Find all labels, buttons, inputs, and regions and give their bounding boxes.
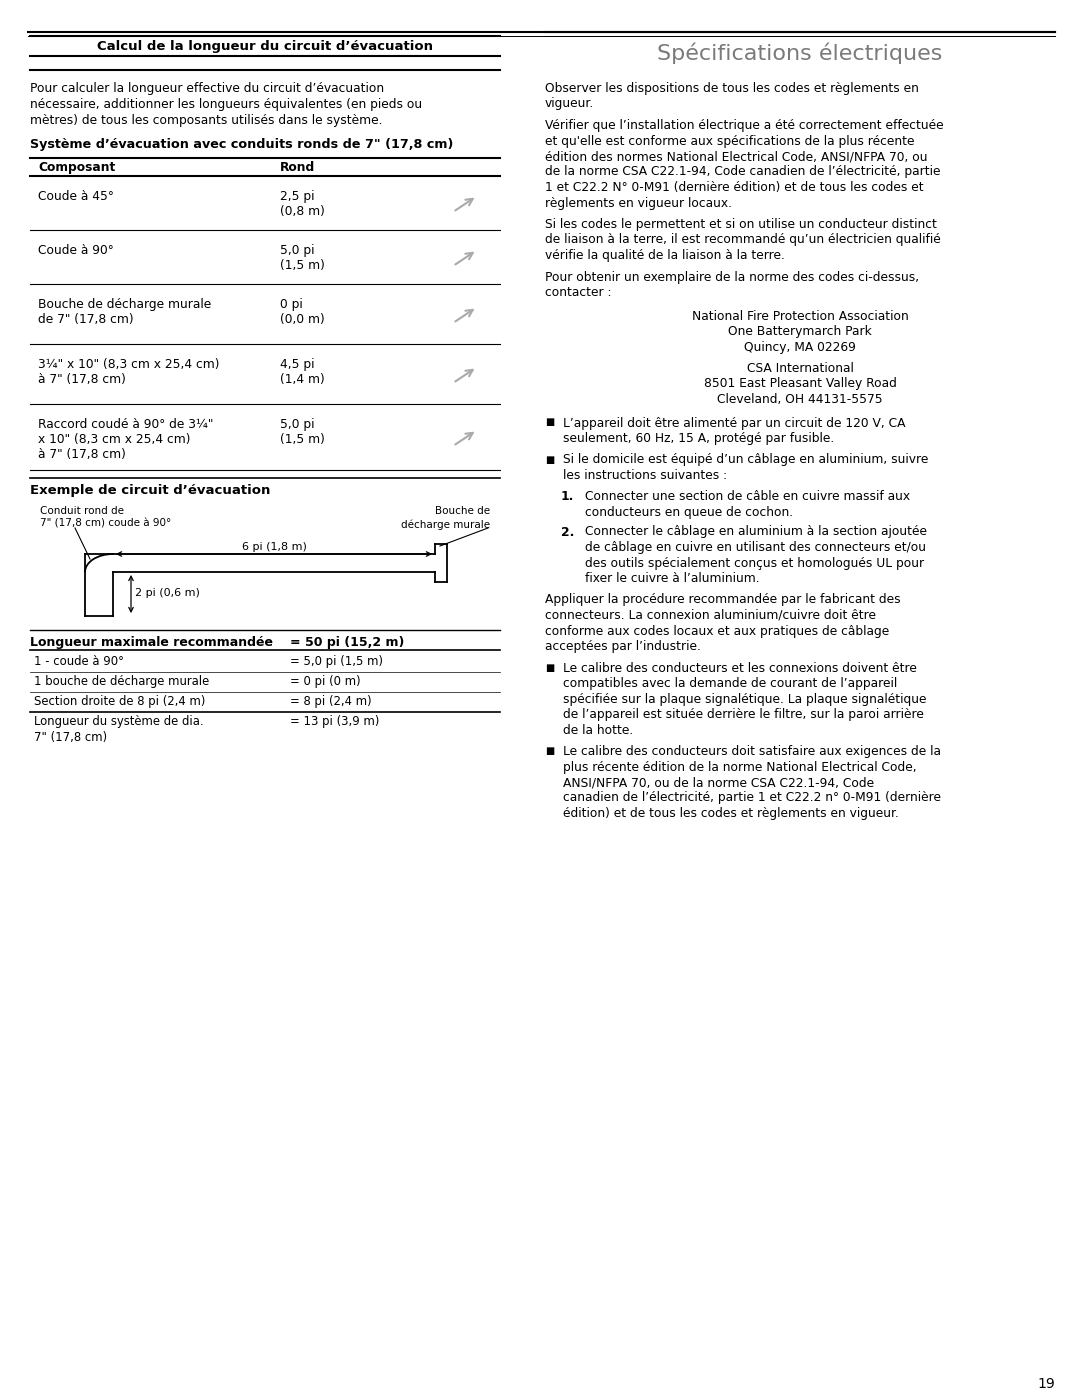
Text: 1 bouche de décharge murale: 1 bouche de décharge murale <box>33 675 210 687</box>
Text: Coude à 45°: Coude à 45° <box>38 190 113 203</box>
Text: L’appareil doit être alimenté par un circuit de 120 V, CA: L’appareil doit être alimenté par un cir… <box>563 416 905 429</box>
Text: Si le domicile est équipé d’un câblage en aluminium, suivre: Si le domicile est équipé d’un câblage e… <box>563 454 929 467</box>
Text: 3¼" x 10" (8,3 cm x 25,4 cm)
à 7" (17,8 cm): 3¼" x 10" (8,3 cm x 25,4 cm) à 7" (17,8 … <box>38 358 219 386</box>
Text: de liaison à la terre, il est recommandé qu’un électricien qualifié: de liaison à la terre, il est recommandé… <box>545 233 941 246</box>
Text: spécifiée sur la plaque signalétique. La plaque signalétique: spécifiée sur la plaque signalétique. La… <box>563 693 927 705</box>
Text: Connecter le câblage en aluminium à la section ajoutée: Connecter le câblage en aluminium à la s… <box>585 525 927 538</box>
Text: = 5,0 pi (1,5 m): = 5,0 pi (1,5 m) <box>291 655 383 668</box>
Text: Système d’évacuation avec conduits ronds de 7" (17,8 cm): Système d’évacuation avec conduits ronds… <box>30 138 454 151</box>
Text: ■: ■ <box>545 454 554 464</box>
Text: Bouche de décharge murale
de 7" (17,8 cm): Bouche de décharge murale de 7" (17,8 cm… <box>38 298 212 326</box>
Text: contacter :: contacter : <box>545 286 611 299</box>
Text: Section droite de 8 pi (2,4 m): Section droite de 8 pi (2,4 m) <box>33 694 205 708</box>
Text: Longueur du système de dia.: Longueur du système de dia. <box>33 715 204 728</box>
Text: One Batterymarch Park: One Batterymarch Park <box>728 326 872 338</box>
Text: plus récente édition de la norme National Electrical Code,: plus récente édition de la norme Nationa… <box>563 760 917 774</box>
Text: National Fire Protection Association: National Fire Protection Association <box>691 310 908 323</box>
Text: Conduit rond de: Conduit rond de <box>40 506 124 515</box>
Text: CSA International: CSA International <box>746 362 853 374</box>
Text: Le calibre des conducteurs et les connexions doivent être: Le calibre des conducteurs et les connex… <box>563 662 917 675</box>
Text: 1 et C22.2 N° 0-M91 (dernière édition) et de tous les codes et: 1 et C22.2 N° 0-M91 (dernière édition) e… <box>545 182 923 194</box>
Text: 2,5 pi
(0,8 m): 2,5 pi (0,8 m) <box>280 190 325 218</box>
Text: ANSI/NFPA 70, ou de la norme CSA C22.1-94, Code: ANSI/NFPA 70, ou de la norme CSA C22.1-9… <box>563 775 874 789</box>
Text: fixer le cuivre à l’aluminium.: fixer le cuivre à l’aluminium. <box>585 571 759 585</box>
Text: Composant: Composant <box>38 161 116 175</box>
Text: 19: 19 <box>1037 1377 1055 1391</box>
Text: décharge murale: décharge murale <box>401 520 490 529</box>
Text: = 8 pi (2,4 m): = 8 pi (2,4 m) <box>291 694 372 708</box>
Text: 6 pi (1,8 m): 6 pi (1,8 m) <box>242 542 307 552</box>
Text: édition des normes National Electrical Code, ANSI/NFPA 70, ou: édition des normes National Electrical C… <box>545 149 928 163</box>
Text: Le calibre des conducteurs doit satisfaire aux exigences de la: Le calibre des conducteurs doit satisfai… <box>563 745 941 759</box>
Text: 5,0 pi
(1,5 m): 5,0 pi (1,5 m) <box>280 418 325 446</box>
Text: vérifie la qualité de la liaison à la terre.: vérifie la qualité de la liaison à la te… <box>545 249 785 263</box>
Text: édition) et de tous les codes et règlements en vigueur.: édition) et de tous les codes et règleme… <box>563 807 899 820</box>
Text: 0 pi
(0,0 m): 0 pi (0,0 m) <box>280 298 325 326</box>
Text: 7" (17,8 cm) coude à 90°: 7" (17,8 cm) coude à 90° <box>40 520 172 529</box>
Text: Si les codes le permettent et si on utilise un conducteur distinct: Si les codes le permettent et si on util… <box>545 218 936 231</box>
Text: Rond: Rond <box>280 161 315 175</box>
Text: nécessaire, additionner les longueurs équivalentes (en pieds ou: nécessaire, additionner les longueurs éq… <box>30 98 422 110</box>
Text: 1 - coude à 90°: 1 - coude à 90° <box>33 655 124 668</box>
Text: les instructions suivantes :: les instructions suivantes : <box>563 469 727 482</box>
Text: 5,0 pi
(1,5 m): 5,0 pi (1,5 m) <box>280 244 325 272</box>
Text: connecteurs. La connexion aluminium/cuivre doit être: connecteurs. La connexion aluminium/cuiv… <box>545 609 876 622</box>
Text: de la hotte.: de la hotte. <box>563 724 633 736</box>
Text: 7" (17,8 cm): 7" (17,8 cm) <box>33 731 107 745</box>
Text: Appliquer la procédure recommandée par le fabricant des: Appliquer la procédure recommandée par l… <box>545 594 901 606</box>
Text: Raccord coudé à 90° de 3¼"
x 10" (8,3 cm x 25,4 cm)
à 7" (17,8 cm): Raccord coudé à 90° de 3¼" x 10" (8,3 cm… <box>38 418 214 461</box>
Text: de la norme CSA C22.1-94, Code canadien de l’électricité, partie: de la norme CSA C22.1-94, Code canadien … <box>545 165 941 179</box>
Text: Coude à 90°: Coude à 90° <box>38 244 113 257</box>
Text: des outils spécialement conçus et homologués UL pour: des outils spécialement conçus et homolo… <box>585 556 924 570</box>
Text: 2 pi (0,6 m): 2 pi (0,6 m) <box>135 588 200 598</box>
Text: Calcul de la longueur du circuit d’évacuation: Calcul de la longueur du circuit d’évacu… <box>97 41 433 53</box>
Text: de câblage en cuivre en utilisant des connecteurs et/ou: de câblage en cuivre en utilisant des co… <box>585 541 926 555</box>
Text: conducteurs en queue de cochon.: conducteurs en queue de cochon. <box>585 506 793 520</box>
Text: ■: ■ <box>545 662 554 672</box>
Text: mètres) de tous les composants utilisés dans le système.: mètres) de tous les composants utilisés … <box>30 115 382 127</box>
Text: ■: ■ <box>545 746 554 756</box>
Text: Exemple de circuit d’évacuation: Exemple de circuit d’évacuation <box>30 483 270 497</box>
Text: canadien de l’électricité, partie 1 et C22.2 n° 0-M91 (dernière: canadien de l’électricité, partie 1 et C… <box>563 792 941 805</box>
Text: Spécifications électriques: Spécifications électriques <box>658 42 943 63</box>
Text: règlements en vigueur locaux.: règlements en vigueur locaux. <box>545 197 732 210</box>
Text: Observer les dispositions de tous les codes et règlements en: Observer les dispositions de tous les co… <box>545 82 919 95</box>
Text: = 50 pi (15,2 m): = 50 pi (15,2 m) <box>291 636 404 650</box>
Text: Longueur maximale recommandée: Longueur maximale recommandée <box>30 636 273 650</box>
Text: compatibles avec la demande de courant de l’appareil: compatibles avec la demande de courant d… <box>563 678 897 690</box>
Text: Quincy, MA 02269: Quincy, MA 02269 <box>744 341 856 353</box>
Text: = 0 pi (0 m): = 0 pi (0 m) <box>291 675 361 687</box>
Text: 1.: 1. <box>561 490 575 503</box>
Text: 8501 East Pleasant Valley Road: 8501 East Pleasant Valley Road <box>703 377 896 391</box>
Text: Pour obtenir un exemplaire de la norme des codes ci-dessus,: Pour obtenir un exemplaire de la norme d… <box>545 271 919 284</box>
Text: vigueur.: vigueur. <box>545 98 594 110</box>
Text: seulement, 60 Hz, 15 A, protégé par fusible.: seulement, 60 Hz, 15 A, protégé par fusi… <box>563 432 834 446</box>
Text: = 13 pi (3,9 m): = 13 pi (3,9 m) <box>291 715 379 728</box>
Text: 2.: 2. <box>561 525 575 538</box>
Text: ■: ■ <box>545 418 554 427</box>
Text: acceptées par l’industrie.: acceptées par l’industrie. <box>545 640 701 652</box>
Text: conforme aux codes locaux et aux pratiques de câblage: conforme aux codes locaux et aux pratiqu… <box>545 624 889 637</box>
Text: Connecter une section de câble en cuivre massif aux: Connecter une section de câble en cuivre… <box>585 490 910 503</box>
Text: Vérifier que l’installation électrique a été correctement effectuée: Vérifier que l’installation électrique a… <box>545 119 944 131</box>
Text: Cleveland, OH 44131-5575: Cleveland, OH 44131-5575 <box>717 393 882 407</box>
Text: et qu'elle est conforme aux spécifications de la plus récente: et qu'elle est conforme aux spécificatio… <box>545 134 915 148</box>
Text: Bouche de: Bouche de <box>435 506 490 515</box>
Text: 4,5 pi
(1,4 m): 4,5 pi (1,4 m) <box>280 358 325 386</box>
Text: de l’appareil est située derrière le filtre, sur la paroi arrière: de l’appareil est située derrière le fil… <box>563 708 923 721</box>
Text: Pour calculer la longueur effective du circuit d’évacuation: Pour calculer la longueur effective du c… <box>30 82 384 95</box>
